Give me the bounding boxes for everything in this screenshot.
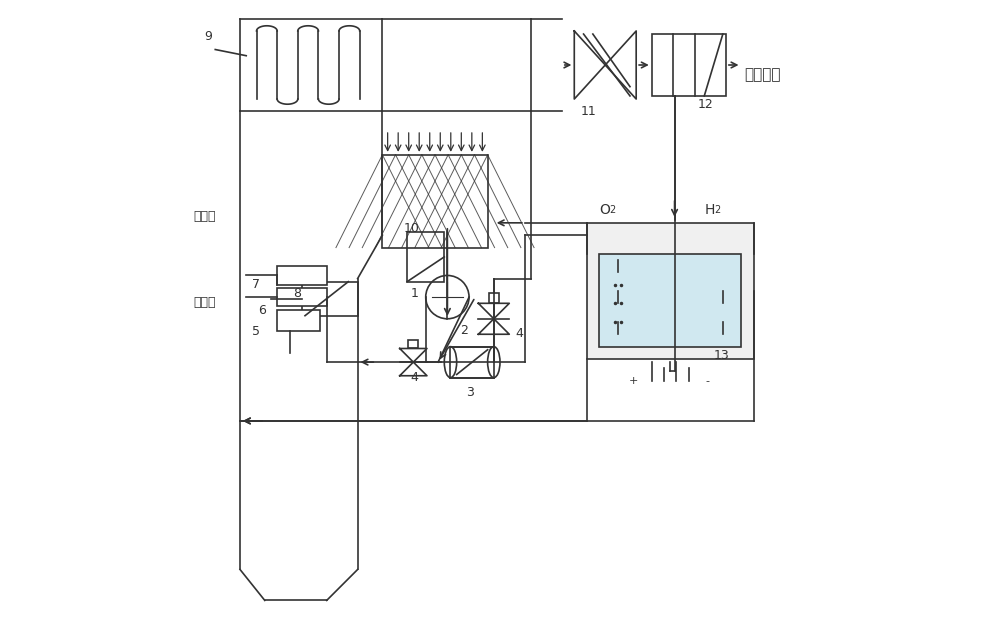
Bar: [587, 223, 754, 359]
Text: 12: 12: [698, 98, 714, 111]
Text: 4: 4: [410, 371, 418, 384]
Text: 11: 11: [580, 105, 596, 118]
Bar: [277, 310, 320, 331]
Bar: [277, 288, 327, 306]
Text: 燃尽区: 燃尽区: [194, 297, 216, 310]
Bar: [302, 282, 358, 316]
Text: 10: 10: [404, 222, 420, 235]
Text: 上网发电: 上网发电: [745, 67, 781, 82]
Text: 9: 9: [204, 30, 212, 43]
Text: 5: 5: [252, 326, 260, 339]
Bar: [277, 266, 327, 285]
Text: -: -: [705, 376, 709, 386]
Text: 2: 2: [609, 206, 615, 215]
Bar: [450, 347, 494, 378]
Bar: [382, 155, 488, 248]
Text: 13: 13: [714, 349, 729, 362]
Bar: [450, 347, 494, 378]
Text: 8: 8: [293, 287, 301, 300]
Text: O: O: [599, 202, 610, 217]
Text: 4: 4: [515, 327, 523, 340]
Ellipse shape: [488, 347, 500, 378]
Text: +: +: [628, 376, 638, 386]
Text: H: H: [704, 202, 715, 217]
Bar: [407, 232, 444, 282]
Text: 3: 3: [466, 386, 474, 399]
Text: 7: 7: [252, 278, 260, 291]
Ellipse shape: [444, 347, 457, 378]
Circle shape: [426, 275, 469, 319]
Bar: [489, 293, 499, 303]
Text: 6: 6: [259, 304, 266, 317]
Text: 2: 2: [714, 206, 720, 215]
Text: 2: 2: [460, 324, 468, 337]
Bar: [408, 340, 418, 348]
Text: 主燃区: 主燃区: [194, 210, 216, 223]
Bar: [599, 254, 741, 347]
Bar: [652, 34, 726, 96]
Text: 1: 1: [410, 287, 418, 300]
